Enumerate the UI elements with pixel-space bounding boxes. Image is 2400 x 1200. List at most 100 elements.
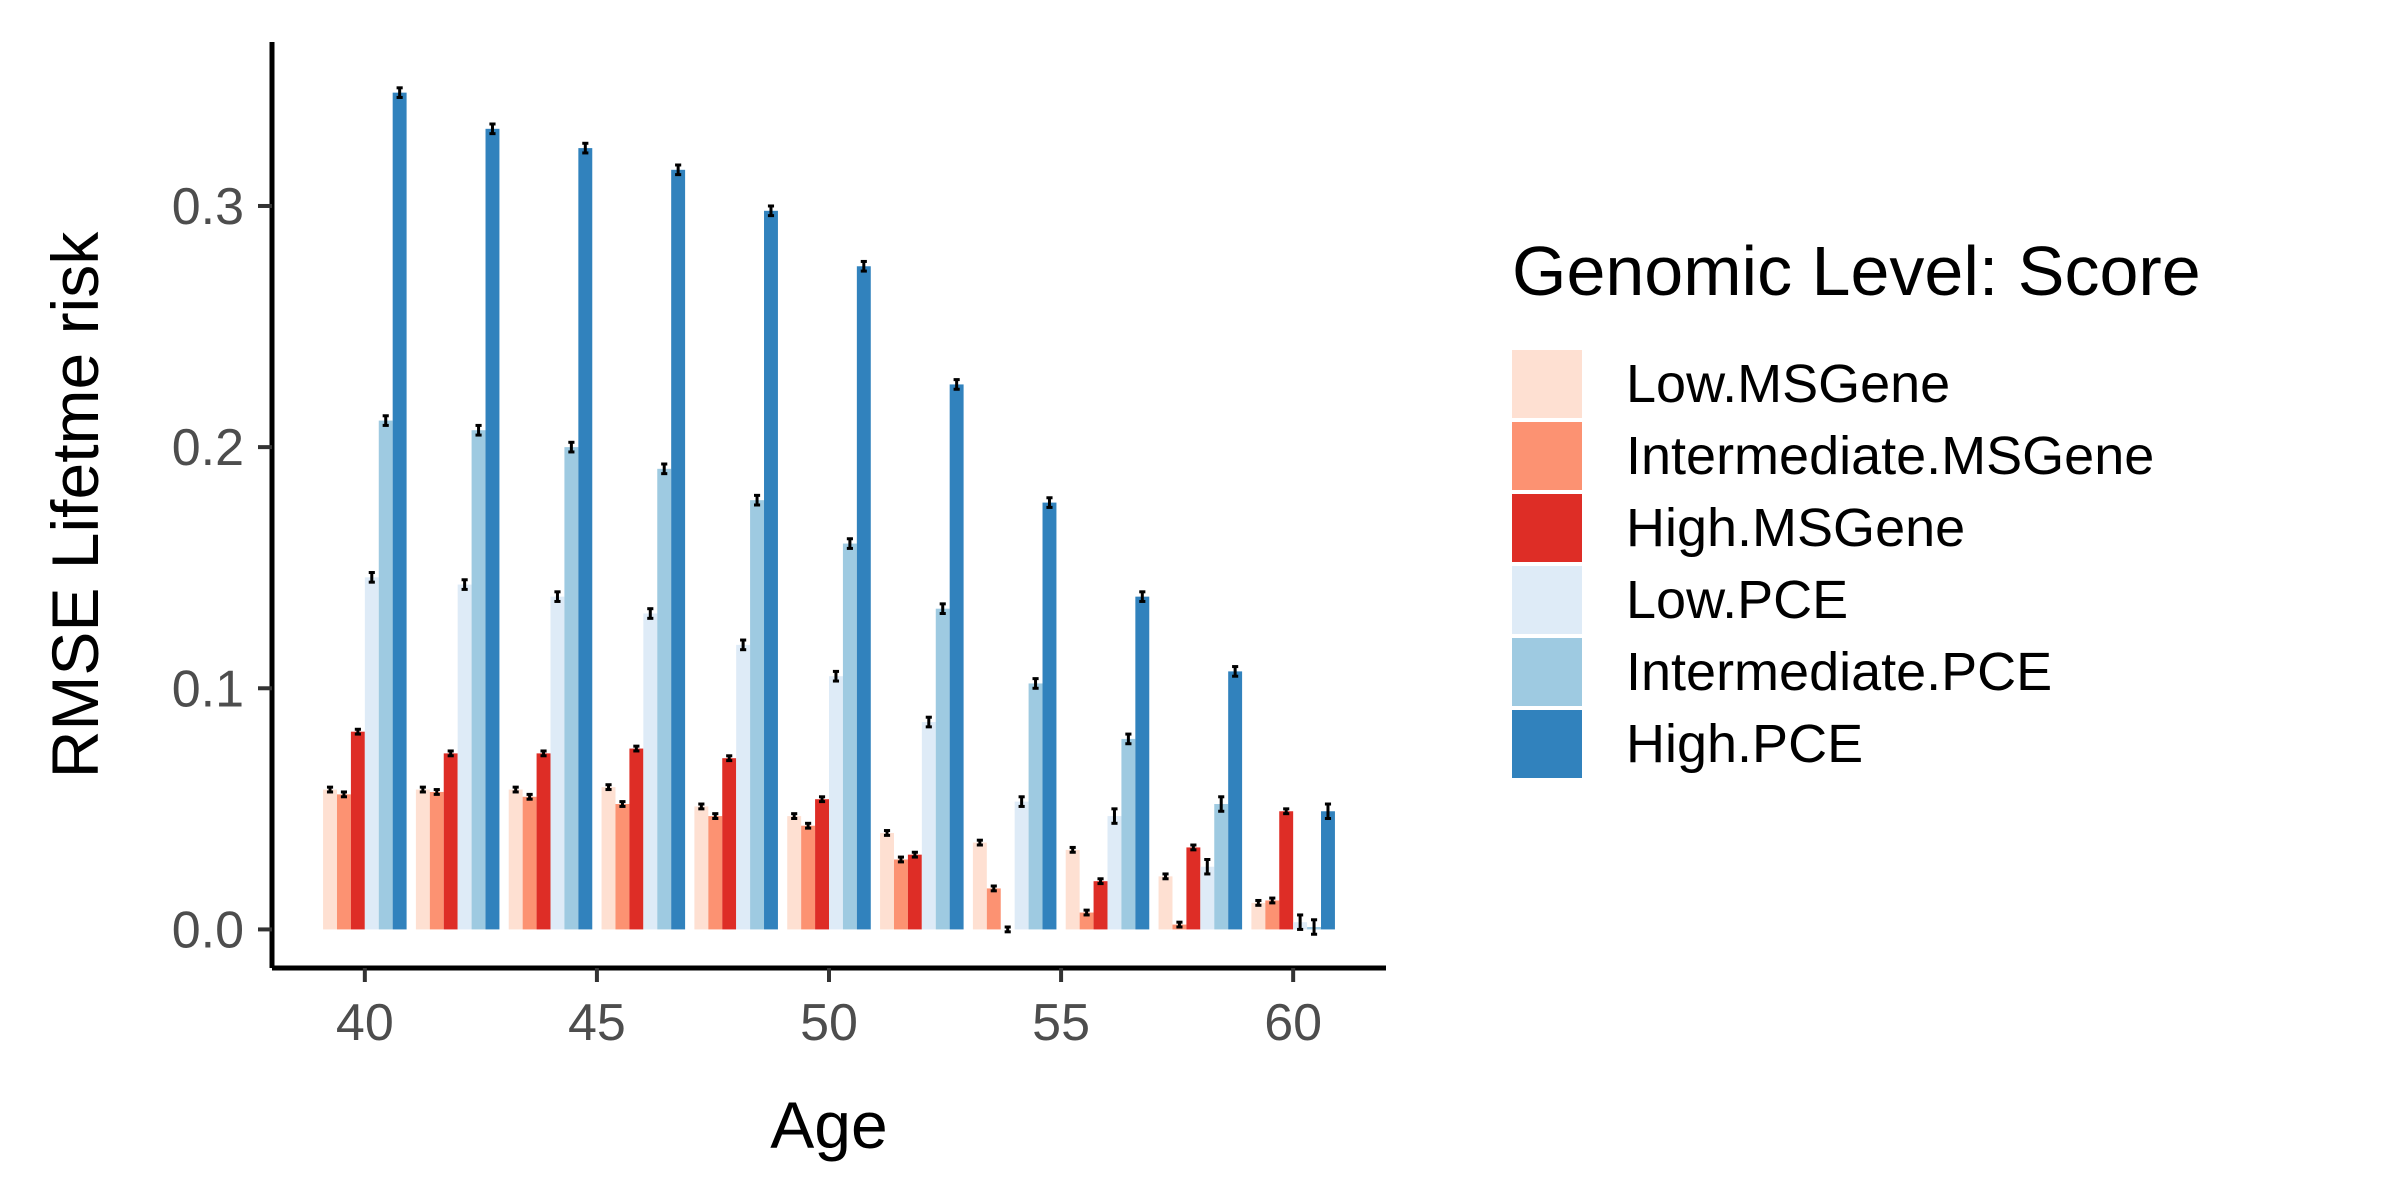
error-bar-High.PCE-46 <box>675 163 682 177</box>
error-bar-Intermediate.PCE-48 <box>753 493 761 507</box>
bar-Intermediate.MSGene-40 <box>336 794 351 930</box>
error-bar-Intermediate.PCE-58 <box>1218 795 1225 813</box>
error-bar-Intermediate.MSGene-54 <box>990 884 997 893</box>
error-bar-High.PCE-58 <box>1232 665 1239 678</box>
error-bar-Low.PCE-48 <box>740 638 747 652</box>
legend-swatch-Intermediate.MSGene <box>1512 422 1582 490</box>
bar-Low.MSGene-60 <box>1251 902 1266 930</box>
bar-Intermediate.MSGene-56 <box>1079 912 1094 930</box>
bar-Low.PCE-50 <box>829 676 843 930</box>
error-bar-Low.MSGene-52 <box>883 829 891 837</box>
error-bar-High.MSGene-54 <box>1004 925 1011 934</box>
error-bar-Low.PCE-44 <box>554 590 561 603</box>
error-bar-High.MSGene-50 <box>818 795 826 804</box>
error-bar-Intermediate.MSGene-46 <box>619 800 626 808</box>
bar-Intermediate.PCE-50 <box>842 543 857 930</box>
x-tick-label: 45 <box>568 994 626 1052</box>
error-bar-Low.MSGene-50 <box>791 812 798 820</box>
bar-Intermediate.PCE-46 <box>657 468 672 930</box>
legend-swatch-Low.PCE <box>1512 566 1582 634</box>
error-bar-Low.PCE-50 <box>832 669 840 683</box>
bar-Intermediate.MSGene-60 <box>1265 900 1280 930</box>
error-bar-Low.MSGene-56 <box>1069 845 1076 854</box>
legend-swatch-Intermediate.PCE <box>1512 638 1582 706</box>
bar-Intermediate.PCE-48 <box>750 500 765 930</box>
error-bar-Low.PCE-60 <box>1297 913 1304 931</box>
error-bar-Intermediate.PCE-56 <box>1125 732 1132 746</box>
bar-High.MSGene-50 <box>815 799 829 930</box>
bar-High.PCE-56 <box>1135 596 1150 930</box>
bar-Low.PCE-52 <box>921 722 936 930</box>
bar-Low.MSGene-44 <box>508 789 523 930</box>
error-bar-High.PCE-44 <box>582 141 589 155</box>
y-axis-title: RMSE Lifetme risk <box>38 231 112 778</box>
error-bar-High.PCE-50 <box>860 259 867 273</box>
bar-High.MSGene-44 <box>536 753 551 930</box>
error-bar-Intermediate.MSGene-52 <box>897 855 905 864</box>
bar-High.PCE-46 <box>671 169 686 930</box>
error-bar-Low.MSGene-48 <box>698 802 705 811</box>
error-bar-Low.PCE-42 <box>461 578 468 591</box>
error-bar-Intermediate.PCE-52 <box>939 602 946 616</box>
bar-High.MSGene-60 <box>1279 811 1294 930</box>
bar-Low.MSGene-40 <box>323 789 337 930</box>
bar-Intermediate.MSGene-42 <box>429 791 444 930</box>
bar-High.MSGene-48 <box>722 758 737 930</box>
bar-Low.PCE-40 <box>364 577 379 930</box>
error-bar-Intermediate.MSGene-60 <box>1269 896 1276 905</box>
error-bar-Intermediate.PCE-54 <box>1032 677 1039 690</box>
bar-Low.MSGene-58 <box>1158 876 1173 930</box>
legend-title: Genomic Level: Score <box>1512 232 2201 310</box>
legend-label-Low.PCE: Low.PCE <box>1626 570 1848 630</box>
x-tick-label: 60 <box>1264 994 1322 1052</box>
bar-High.PCE-40 <box>392 92 407 930</box>
bar-High.MSGene-58 <box>1186 847 1201 930</box>
bar-Intermediate.PCE-58 <box>1214 804 1229 930</box>
error-bar-Low.MSGene-54 <box>976 838 983 847</box>
bar-Low.PCE-42 <box>457 584 472 930</box>
error-bar-High.PCE-60 <box>1324 802 1332 820</box>
error-bar-Low.PCE-54 <box>1018 795 1025 808</box>
bars-layer <box>323 92 1335 930</box>
y-tick-label: 0.2 <box>172 419 244 477</box>
error-bar-Low.PCE-58 <box>1204 857 1211 876</box>
error-bar-Low.PCE-40 <box>368 571 375 584</box>
bar-Low.MSGene-42 <box>415 789 430 930</box>
bar-High.MSGene-56 <box>1093 881 1108 930</box>
bar-Low.MSGene-52 <box>880 832 894 930</box>
error-bar-Low.PCE-56 <box>1111 807 1118 825</box>
error-bar-Intermediate.MSGene-40 <box>340 790 348 799</box>
error-bar-Intermediate.MSGene-44 <box>526 792 533 801</box>
error-bar-High.MSGene-48 <box>726 754 733 763</box>
error-bar-Intermediate.PCE-46 <box>661 462 668 476</box>
error-bar-High.MSGene-58 <box>1190 843 1197 852</box>
error-bar-High.MSGene-60 <box>1283 807 1290 816</box>
bar-Intermediate.MSGene-50 <box>801 825 816 930</box>
bar-Low.PCE-58 <box>1200 866 1215 930</box>
y-tick-label: 0.3 <box>172 178 244 236</box>
bar-Intermediate.PCE-52 <box>935 608 950 930</box>
bar-Low.MSGene-50 <box>787 816 802 930</box>
legend-label-Intermediate.PCE: Intermediate.PCE <box>1626 642 2052 702</box>
bar-High.MSGene-52 <box>907 854 922 930</box>
bar-High.MSGene-46 <box>629 748 644 930</box>
bar-High.MSGene-42 <box>443 753 458 930</box>
bar-Intermediate.MSGene-52 <box>893 859 908 930</box>
bar-Intermediate.MSGene-48 <box>708 816 723 930</box>
bar-Intermediate.PCE-56 <box>1121 738 1136 930</box>
error-bar-Intermediate.PCE-50 <box>846 537 853 550</box>
error-bar-High.MSGene-44 <box>540 749 547 758</box>
error-bar-High.PCE-40 <box>396 86 403 99</box>
bar-High.MSGene-40 <box>350 731 365 930</box>
legend-label-High.MSGene: High.MSGene <box>1626 498 1965 558</box>
error-bar-Intermediate.PCE-40 <box>382 414 389 427</box>
bar-Intermediate.PCE-40 <box>378 420 393 930</box>
error-bar-Low.MSGene-42 <box>419 785 426 794</box>
error-bar-Low.MSGene-44 <box>512 785 519 794</box>
error-bar-Low.MSGene-58 <box>1162 872 1169 881</box>
error-bar-Intermediate.MSGene-48 <box>712 812 719 820</box>
error-bar-Intermediate.PCE-60 <box>1310 918 1318 936</box>
error-bar-High.PCE-42 <box>489 122 496 136</box>
legend-swatch-High.PCE <box>1512 710 1582 778</box>
